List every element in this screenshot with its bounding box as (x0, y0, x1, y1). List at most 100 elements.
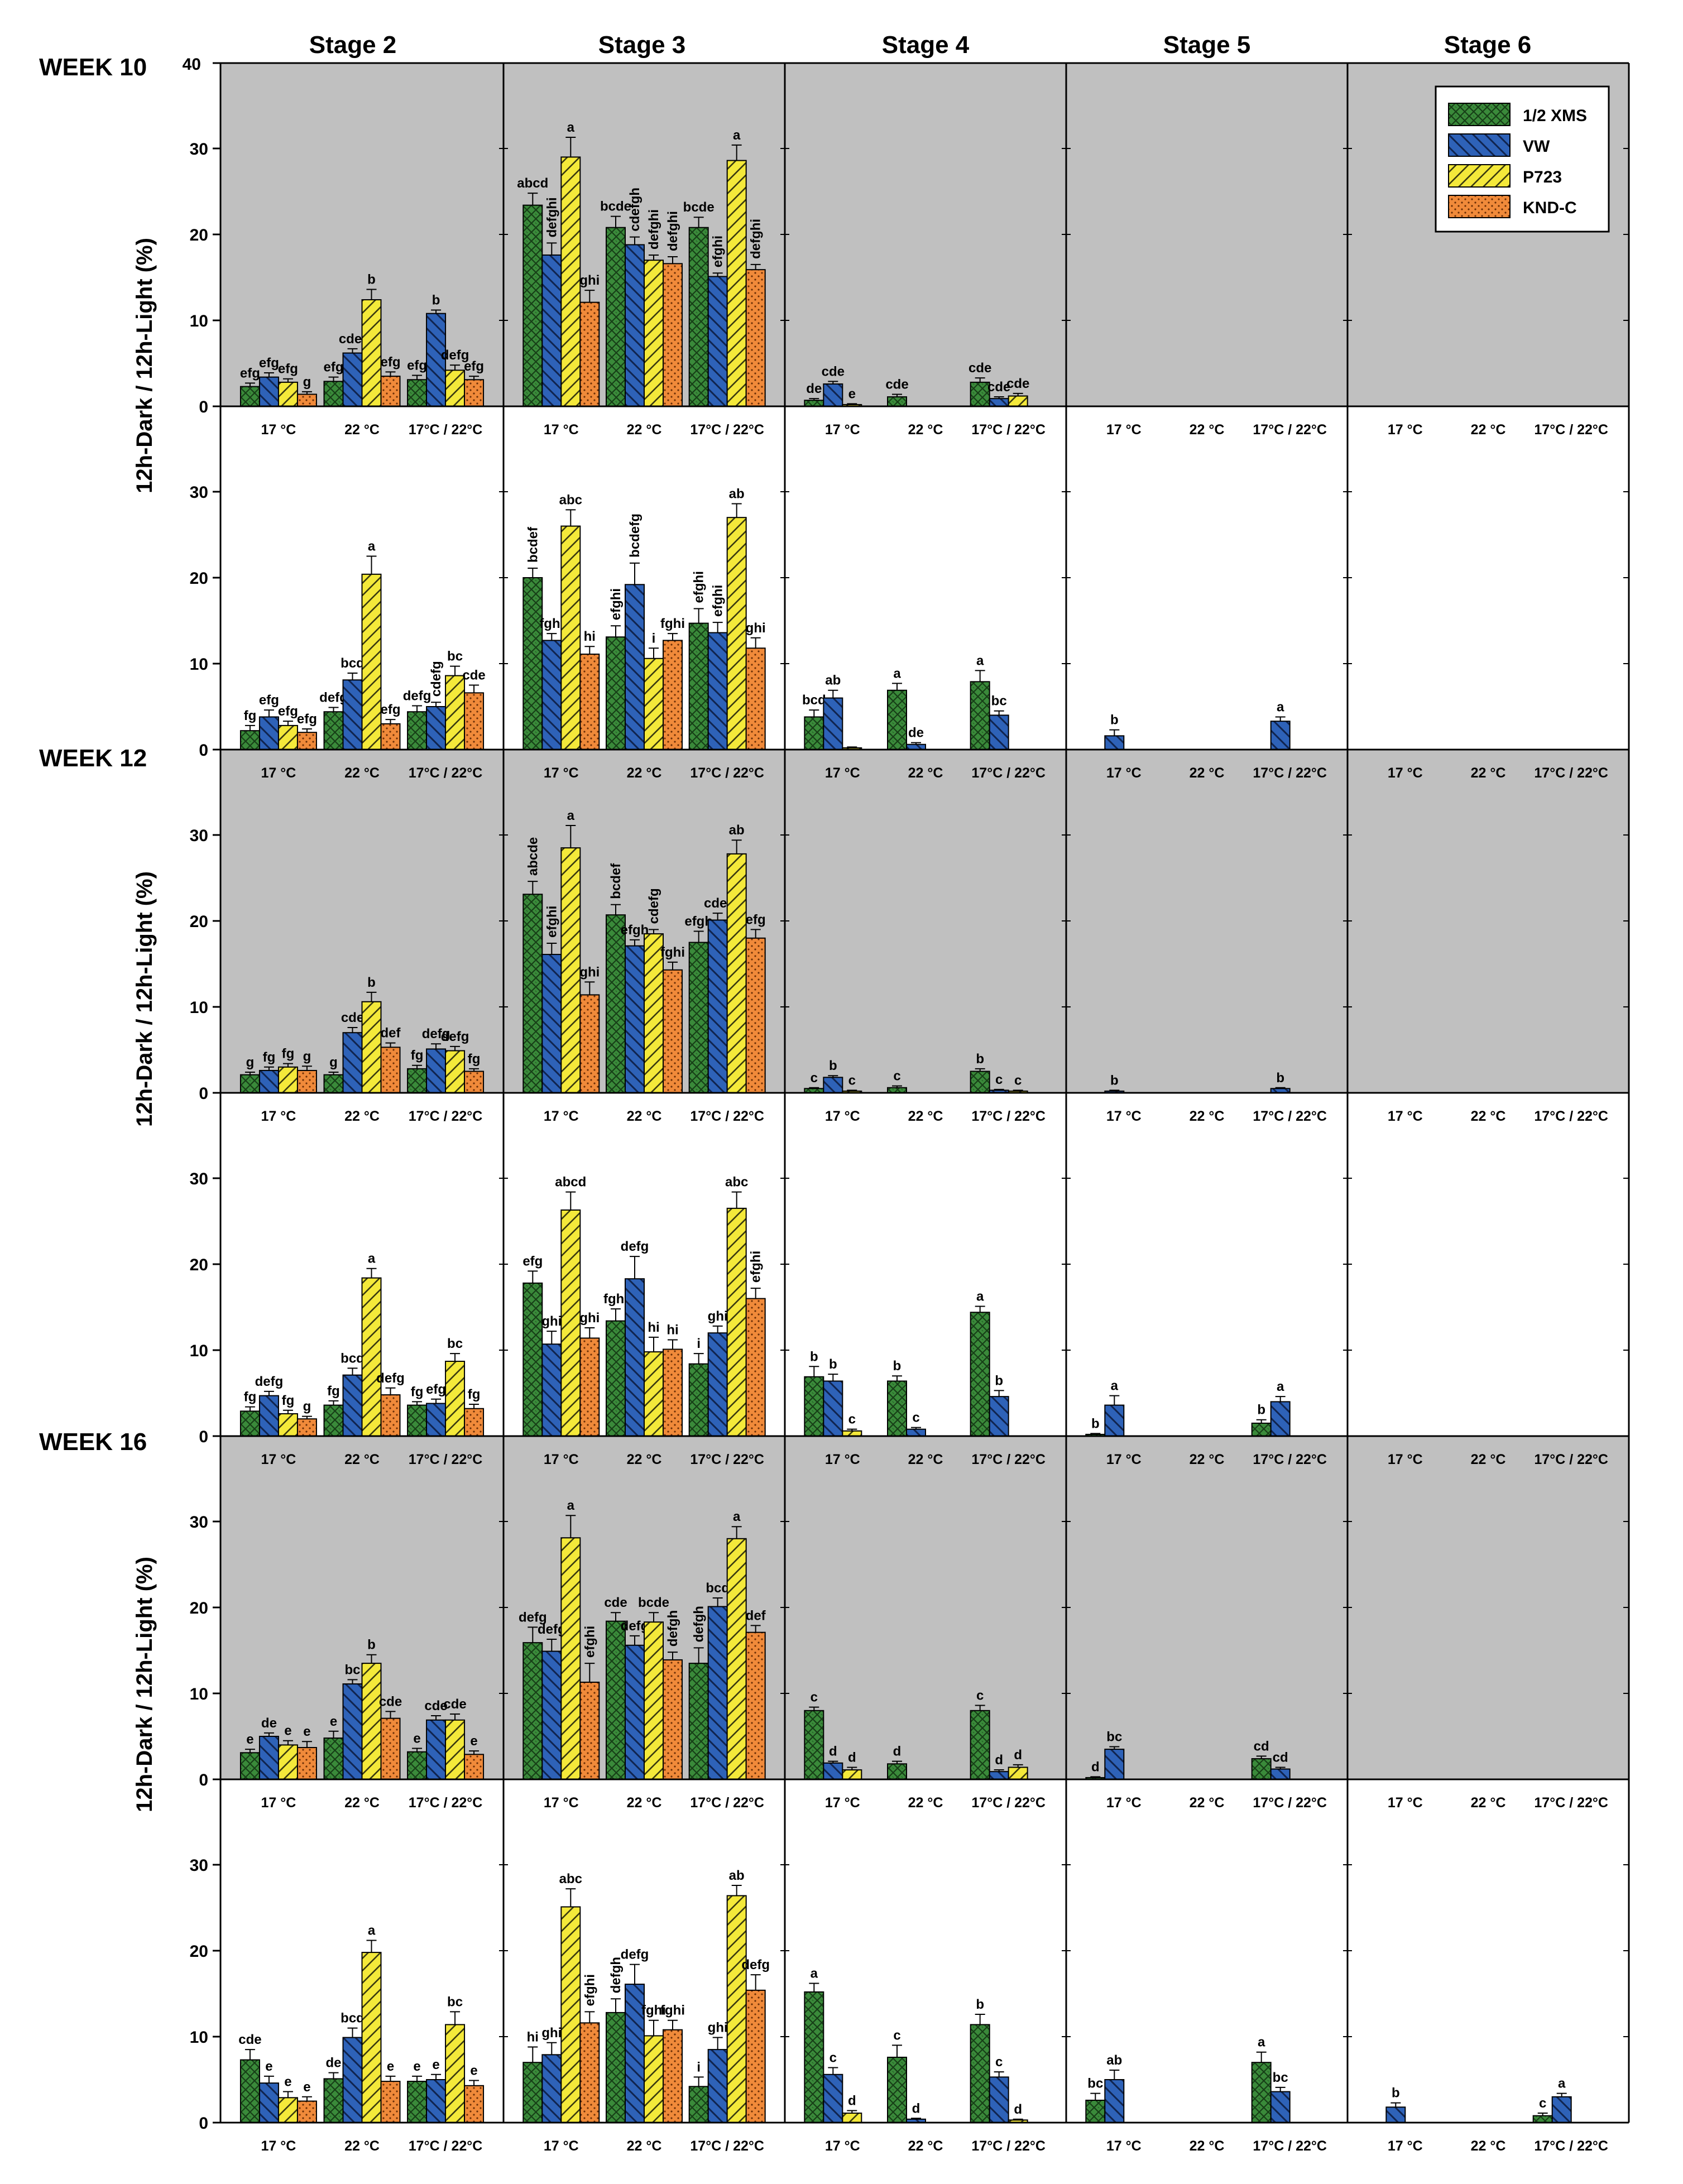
significance-letter: a (567, 808, 575, 823)
significance-letter: defg (741, 1957, 770, 1972)
bar (277, 2097, 298, 2124)
condition-label: 17 °C (544, 1452, 579, 1467)
condition-label: 17 °C (261, 1452, 296, 1467)
bar (644, 1351, 664, 1437)
bar (239, 386, 260, 407)
bar (970, 1312, 990, 1437)
significance-letter: a (368, 1251, 376, 1266)
significance-letter: hi (584, 629, 596, 644)
bar (239, 1410, 260, 1437)
significance-letter: cde (379, 1694, 402, 1709)
significance-letter: bcd (706, 1581, 730, 1596)
significance-letter: b (893, 1359, 902, 1374)
significance-letter: a (1111, 1379, 1119, 1394)
y-tick-label: 20 (190, 226, 208, 244)
bar (606, 1320, 626, 1437)
condition-label: 22 °C (627, 422, 662, 438)
condition-label: 17°C / 22°C (971, 2138, 1046, 2154)
bar (323, 2078, 344, 2123)
bar (745, 1298, 766, 1437)
bar (688, 227, 709, 407)
significance-letter: bc (1106, 1729, 1122, 1744)
significance-letter: de (261, 1716, 277, 1731)
bar (707, 276, 728, 407)
significance-letter: b (1257, 1403, 1265, 1418)
significance-letter: cde (462, 668, 485, 683)
bar (1251, 2062, 1272, 2123)
bar (644, 933, 664, 1093)
significance-letter: efg (240, 366, 260, 381)
significance-letter: defg (621, 1947, 649, 1962)
significance-letter: a (893, 666, 901, 681)
significance-letter: cde (822, 364, 845, 379)
bar (541, 2054, 562, 2124)
significance-letter: ghi (579, 964, 600, 980)
bar (342, 679, 363, 751)
significance-letter: efghi (582, 1974, 597, 2006)
bar (258, 1069, 279, 1093)
bar (342, 1683, 363, 1780)
y-tick-label: 0 (199, 741, 208, 760)
significance-letter: abcde (525, 837, 540, 876)
plot-area: 0 10 20 30 0 10 20 30 0 10 20 30 0 10 20 30 0 10 20 30 0 10 20… (190, 62, 1630, 2154)
significance-letter: e (387, 2059, 394, 2074)
significance-letter: c (995, 1072, 1003, 1087)
significance-letter: fghi (603, 1292, 628, 1307)
condition-label: 22 °C (1190, 1108, 1225, 1124)
significance-letter: defghi (665, 211, 680, 251)
significance-letter: ab (1106, 2053, 1122, 2068)
significance-letter: c (893, 2028, 900, 2043)
bar (464, 692, 485, 750)
bar (707, 919, 728, 1093)
condition-label: 17 °C (825, 765, 860, 781)
significance-letter: def (746, 1608, 766, 1623)
stage-title-6: Stage 6 (1444, 31, 1532, 59)
bar (625, 584, 645, 750)
bar (541, 640, 562, 751)
legend-swatch-knd (1448, 195, 1511, 218)
bar (579, 1681, 600, 1780)
significance-letter: def (381, 1026, 401, 1041)
significance-letter: efg (464, 359, 484, 374)
condition-label: 22 °C (344, 765, 380, 781)
bar (1085, 2099, 1106, 2123)
significance-letter: d (848, 1750, 856, 1765)
significance-letter: ghi (579, 1311, 600, 1326)
bar (663, 640, 683, 751)
legend-label-knd: KND-C (1523, 199, 1577, 217)
bar (560, 525, 581, 750)
significance-letter: c (912, 1410, 919, 1425)
significance-letter: c (848, 1412, 856, 1427)
bar (745, 1989, 766, 2124)
bar (323, 1404, 344, 1437)
significance-letter: b (367, 1638, 376, 1653)
significance-letter: ab (729, 823, 745, 838)
bar (258, 2082, 279, 2123)
significance-letter: de (806, 381, 822, 396)
condition-label: 17 °C (1106, 2138, 1142, 2154)
significance-letter: e (284, 1724, 291, 1739)
significance-letter: cde (443, 1697, 466, 1712)
significance-letter: i (697, 2060, 701, 2075)
legend-label-p723: P723 (1523, 168, 1562, 186)
bar (380, 1717, 401, 1780)
bar (625, 244, 645, 407)
significance-letter: d (893, 1744, 902, 1759)
y-tick-label: 30 (190, 140, 208, 159)
bar (989, 1396, 1009, 1437)
bar (407, 711, 428, 750)
condition-label: 22 °C (627, 765, 662, 781)
condition-label: 22 °C (1190, 2138, 1225, 2154)
significance-letter: a (567, 1498, 575, 1513)
week-label-16: WEEK 16 (39, 1428, 147, 1456)
significance-letter: bcde (683, 200, 715, 215)
condition-label: 17°C / 22°C (690, 765, 764, 781)
significance-letter: i (697, 1336, 701, 1351)
significance-letter: c (1539, 2096, 1546, 2111)
significance-letter: d (1091, 1759, 1100, 1774)
significance-letter: bc (991, 694, 1007, 709)
y-tick-label: 20 (190, 913, 208, 931)
stage-title-3: Stage 3 (598, 31, 686, 59)
condition-label: 17 °C (1388, 1452, 1423, 1467)
condition-label: 22 °C (344, 1452, 380, 1467)
